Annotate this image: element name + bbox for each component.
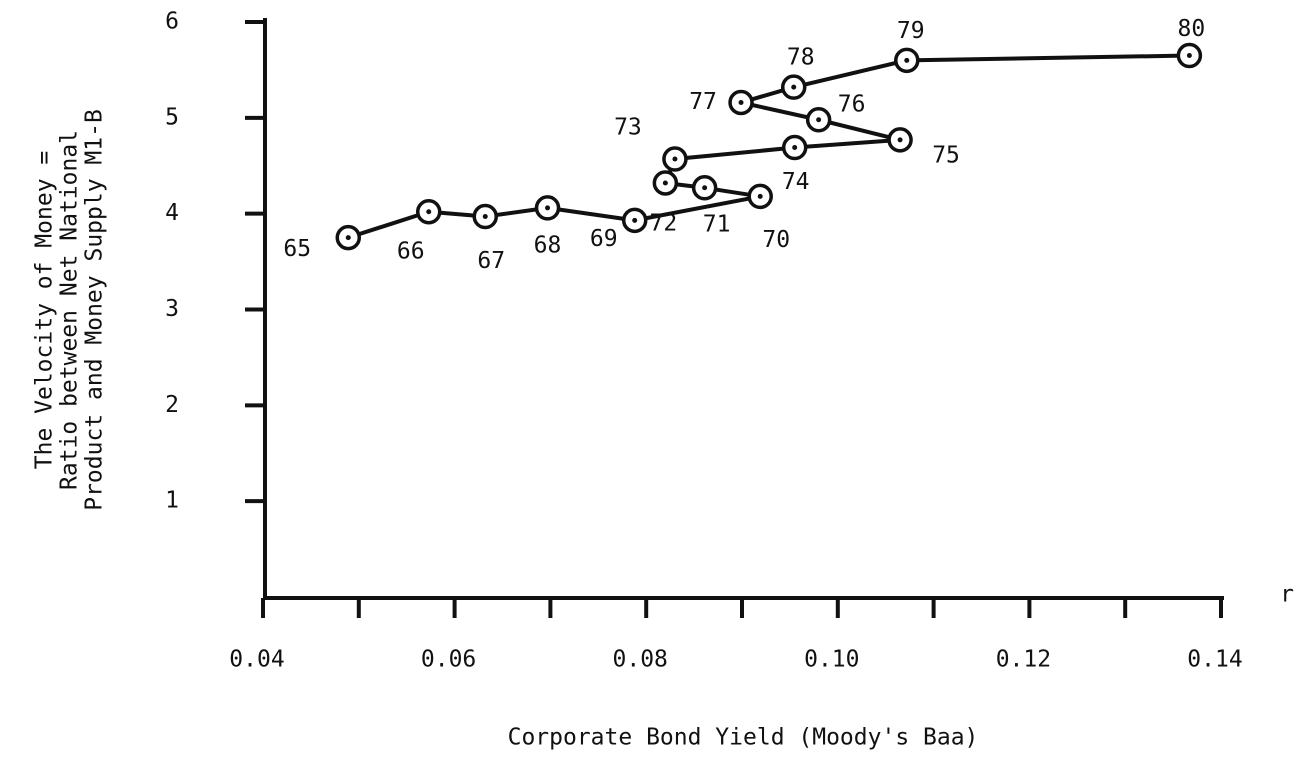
y-tick-label: 2	[165, 392, 179, 418]
point-label: 75	[932, 142, 960, 168]
x-tick-label: 0.08	[613, 647, 668, 673]
y-tick-label: 1	[165, 488, 179, 514]
x-axis-symbol: r	[1280, 582, 1294, 608]
point-dot	[757, 193, 763, 199]
x-tick-label: 0.10	[804, 647, 859, 673]
point-dot	[1186, 53, 1192, 59]
point-dot	[662, 180, 668, 186]
point-dot	[632, 217, 638, 223]
point-dot	[345, 235, 351, 241]
x-tick-label: 0.12	[996, 647, 1051, 673]
x-tick-label: 0.06	[421, 647, 476, 673]
point-label: 65	[283, 236, 311, 262]
y-label-line: The Velocity of Money =	[32, 151, 58, 470]
point-label: 70	[762, 227, 790, 253]
point-label: 77	[689, 89, 717, 115]
y-axis-label: The Velocity of Money = Ratio between Ne…	[32, 109, 108, 511]
y-tick-label: 3	[165, 296, 179, 322]
point-dot	[426, 209, 432, 215]
point-label: 80	[1178, 16, 1206, 42]
point-dot	[792, 145, 798, 151]
y-tick-label: 5	[165, 104, 179, 130]
point-dot	[904, 57, 910, 63]
point-label: 67	[477, 248, 505, 274]
point-label: 74	[782, 169, 810, 195]
point-dot	[482, 214, 488, 220]
point-dot	[816, 117, 822, 123]
point-dot	[897, 137, 903, 143]
x-tick-label: 0.14	[1187, 647, 1242, 673]
y-label-line: Product and Money Supply M1-B	[82, 109, 108, 511]
y-tick-label: 6	[165, 9, 179, 35]
point-label: 68	[534, 232, 562, 258]
point-label: 66	[397, 238, 425, 264]
point-dot	[791, 84, 797, 90]
point-dot	[672, 156, 678, 162]
x-tick-label: 0.04	[229, 647, 284, 673]
y-tick-label: 4	[165, 200, 179, 226]
point-label: 78	[787, 45, 815, 71]
point-dot	[738, 100, 744, 105]
point-dot	[702, 185, 708, 191]
point-label: 73	[614, 115, 642, 141]
x-axis-label: Corporate Bond Yield (Moody's Baa)	[508, 725, 979, 751]
point-label: 71	[703, 211, 731, 237]
point-label: 72	[650, 211, 678, 237]
point-label: 69	[590, 226, 618, 252]
point-dot	[545, 205, 551, 211]
point-label: 79	[897, 18, 925, 44]
y-label-line: Ratio between Net National	[57, 130, 83, 490]
point-label: 76	[838, 91, 866, 117]
data-line	[347, 53, 1190, 240]
